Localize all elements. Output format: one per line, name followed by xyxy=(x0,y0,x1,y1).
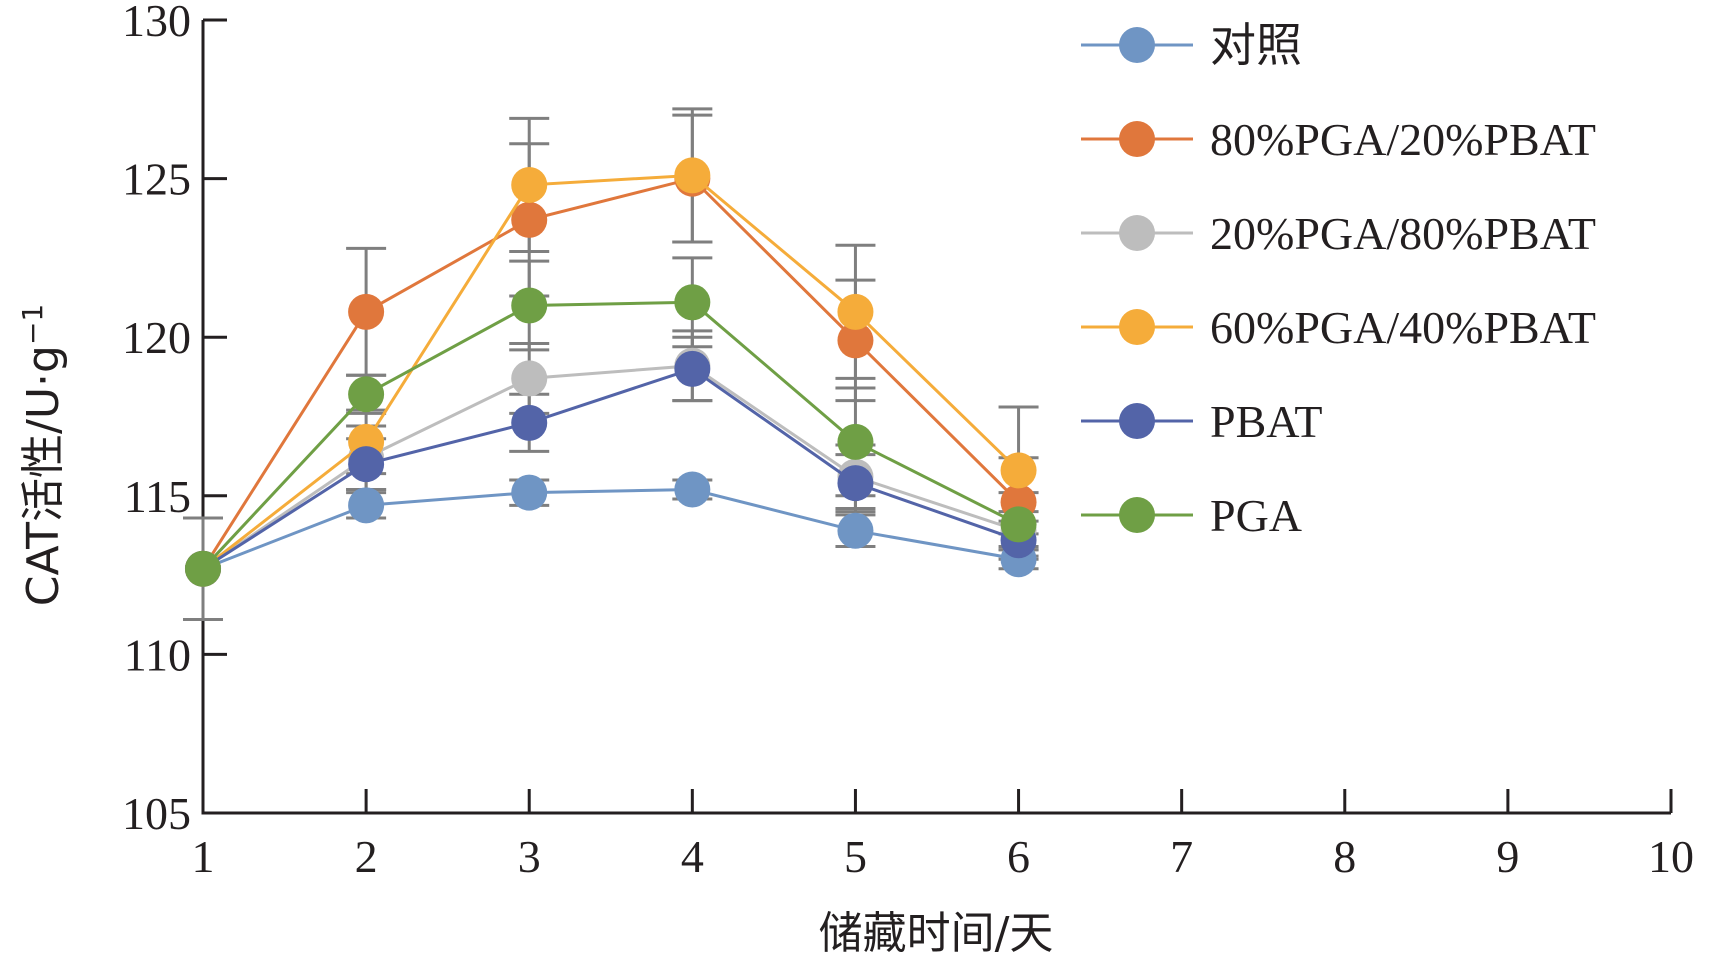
series-line xyxy=(201,176,1020,570)
data-point xyxy=(511,287,548,324)
x-tick-label: 8 xyxy=(1333,831,1356,882)
x-tick-label: 6 xyxy=(1007,831,1030,882)
series-pga xyxy=(185,284,1037,587)
legend-item: PBAT xyxy=(1081,396,1322,447)
legend-label: 60%PGA/40%PBAT xyxy=(1210,302,1596,353)
y-tick-label: 110 xyxy=(124,629,191,680)
data-point xyxy=(348,446,385,483)
legend-item: 20%PGA/80%PBAT xyxy=(1081,208,1596,259)
legend-label: 对照 xyxy=(1210,20,1302,71)
data-point xyxy=(674,471,711,508)
legend-label: PGA xyxy=(1210,490,1302,541)
data-point xyxy=(511,166,548,203)
x-tick-label: 9 xyxy=(1496,831,1519,882)
data-point xyxy=(837,465,874,502)
legend-item: 60%PGA/40%PBAT xyxy=(1081,302,1596,353)
axes: 105 110 115 120 125 130 1 2 3 4 5 6 7 8 9 10 xyxy=(122,0,1694,882)
legend-marker xyxy=(1119,403,1155,439)
x-tick-label: 5 xyxy=(844,831,867,882)
y-axis-title: CAT活性/U·g−1 xyxy=(16,304,69,607)
legend-marker xyxy=(1119,309,1155,345)
data-point xyxy=(1000,452,1037,489)
data-point xyxy=(674,350,711,387)
series-line xyxy=(202,364,1020,571)
series-line xyxy=(202,367,1020,571)
x-tick-label: 3 xyxy=(518,831,541,882)
legend: 对照 80%PGA/20%PBAT 20%PGA/80%PBAT 60%PGA/40%… xyxy=(1081,20,1596,541)
legend-item: 对照 xyxy=(1081,20,1302,71)
series-line xyxy=(202,487,1019,571)
legend-marker xyxy=(1119,27,1155,63)
series-line xyxy=(201,300,1020,570)
y-axis-title-main: CAT活性/U·g xyxy=(18,345,69,606)
legend-label: PBAT xyxy=(1210,396,1322,447)
x-tick-label: 2 xyxy=(355,831,378,882)
y-axis-title-superscript: −1 xyxy=(16,304,49,345)
series-80pctpga-20pctpbat xyxy=(185,160,1037,587)
legend-marker xyxy=(1119,121,1155,157)
data-point xyxy=(674,157,711,194)
series-对照 xyxy=(185,471,1037,587)
data-point xyxy=(837,512,874,549)
y-tick-label: 115 xyxy=(124,471,191,522)
legend-item: 80%PGA/20%PBAT xyxy=(1081,114,1596,165)
series-line xyxy=(202,173,1020,570)
data-point xyxy=(348,293,385,330)
data-point xyxy=(185,550,221,587)
x-tick-label: 10 xyxy=(1648,831,1694,882)
data-point xyxy=(674,284,711,321)
legend-marker xyxy=(1119,215,1155,251)
x-tick-label: 1 xyxy=(192,831,215,882)
legend-label: 20%PGA/80%PBAT xyxy=(1210,208,1596,259)
data-point xyxy=(348,376,385,413)
data-point xyxy=(348,487,385,524)
data-point xyxy=(837,293,874,330)
data-point xyxy=(837,423,874,460)
x-axis-title: 储藏时间/天 xyxy=(819,908,1054,958)
y-tick-label: 120 xyxy=(122,312,191,363)
x-tick-label: 7 xyxy=(1170,831,1193,882)
y-tick-label: 105 xyxy=(122,788,191,839)
data-point xyxy=(511,201,548,238)
data-point xyxy=(511,360,548,397)
data-point xyxy=(511,404,548,441)
legend-marker xyxy=(1119,497,1155,533)
legend-label: 80%PGA/20%PBAT xyxy=(1210,114,1596,165)
data-point xyxy=(511,474,548,511)
y-tick-label: 130 xyxy=(122,0,191,46)
y-tick-label: 125 xyxy=(122,154,191,205)
legend-item: PGA xyxy=(1081,490,1302,541)
data-point xyxy=(1000,506,1037,543)
data-point xyxy=(837,322,874,359)
series-group xyxy=(185,157,1037,587)
x-tick-label: 4 xyxy=(681,831,704,882)
